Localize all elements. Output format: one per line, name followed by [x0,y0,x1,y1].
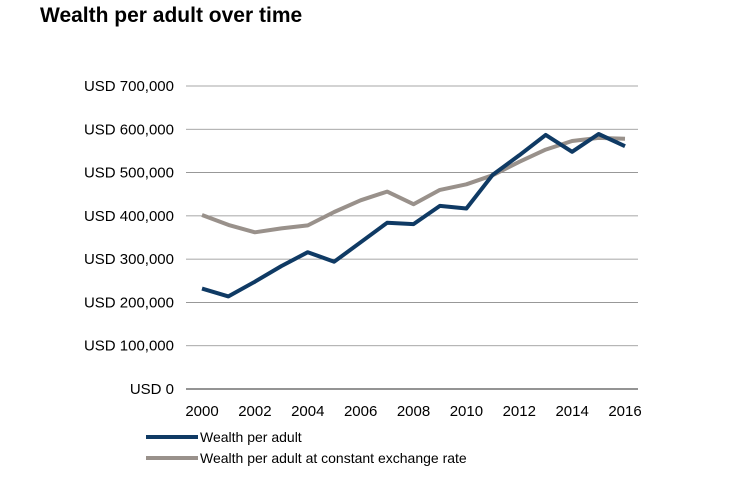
legend-label: Wealth per adult at constant exchange ra… [200,450,467,466]
x-tick-label: 2016 [608,403,641,420]
x-tick-label: 2012 [503,403,536,420]
y-tick-label: USD 300,000 [84,251,174,268]
x-tick-label: 2010 [450,403,483,420]
x-tick-label: 2014 [555,403,588,420]
series-line-constant-exchange-rate [201,135,626,235]
x-tick-label: 2006 [344,403,377,420]
y-tick-label: USD 600,000 [84,121,174,138]
y-tick-label: USD 0 [130,381,174,398]
y-tick-label: USD 100,000 [84,338,174,355]
chart-title: Wealth per adult over time [40,4,303,27]
y-tick-label: USD 500,000 [84,165,174,182]
x-tick-label: 2004 [291,403,324,420]
x-tick-label: 2002 [238,403,271,420]
series-line-wealth-per-adult [201,132,626,299]
y-tick-label: USD 200,000 [84,294,174,311]
y-tick-label: USD 400,000 [84,208,174,225]
y-tick-label: USD 700,000 [84,78,174,95]
x-tick-label: 2008 [397,403,430,420]
legend-label: Wealth per adult [200,429,302,445]
x-tick-label: 2000 [185,403,218,420]
